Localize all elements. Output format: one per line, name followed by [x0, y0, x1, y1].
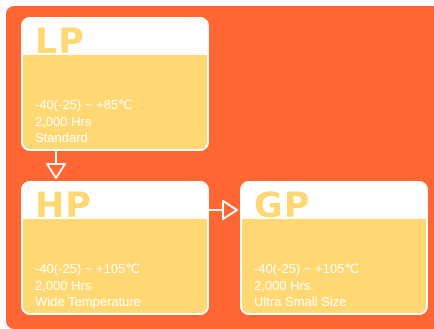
- life-hours: 2,000 Hrs: [254, 277, 311, 293]
- card-header: [23, 183, 207, 219]
- feature-label: Standard: [35, 130, 88, 145]
- series-card-hp: HP ▬▬▬ -40(-25) ~ +105℃ 2,000 Hrs Wide T…: [21, 181, 209, 315]
- card-header: [242, 183, 426, 219]
- series-specs: -40(-25) ~ +85℃ 2,000 Hrs Standard: [35, 97, 133, 147]
- feature-label: Ultra Small Size: [254, 294, 347, 309]
- card-header: [23, 19, 207, 55]
- series-specs: -40(-25) ~ +105℃ 2,000 Hrs Ultra Small S…: [254, 261, 359, 311]
- series-code: LP: [35, 22, 85, 62]
- life-hours: 2,000 Hrs: [35, 113, 92, 129]
- temperature-range: -40(-25) ~ +85℃: [35, 97, 133, 112]
- watermark-mark: ▬▬▬: [169, 205, 199, 216]
- series-card-lp: LP -40(-25) ~ +85℃ 2,000 Hrs Standard: [21, 17, 209, 151]
- series-card-gp: GP ▬▬▬ -40(-25) ~ +105℃ 2,000 Hrs Ultra …: [240, 181, 428, 315]
- series-code: HP: [35, 186, 92, 226]
- arrow-right-icon: [209, 200, 238, 220]
- life-hours: 2,000 Hrs: [35, 277, 92, 293]
- arrow-down-icon: [46, 150, 66, 179]
- watermark-mark: ▬▬▬: [388, 205, 418, 216]
- feature-label: Wide Temperature: [35, 294, 141, 309]
- series-specs: -40(-25) ~ +105℃ 2,000 Hrs Wide Temperat…: [35, 261, 141, 311]
- series-code: GP: [254, 186, 311, 226]
- temperature-range: -40(-25) ~ +105℃: [35, 261, 140, 276]
- temperature-range: -40(-25) ~ +105℃: [254, 261, 359, 276]
